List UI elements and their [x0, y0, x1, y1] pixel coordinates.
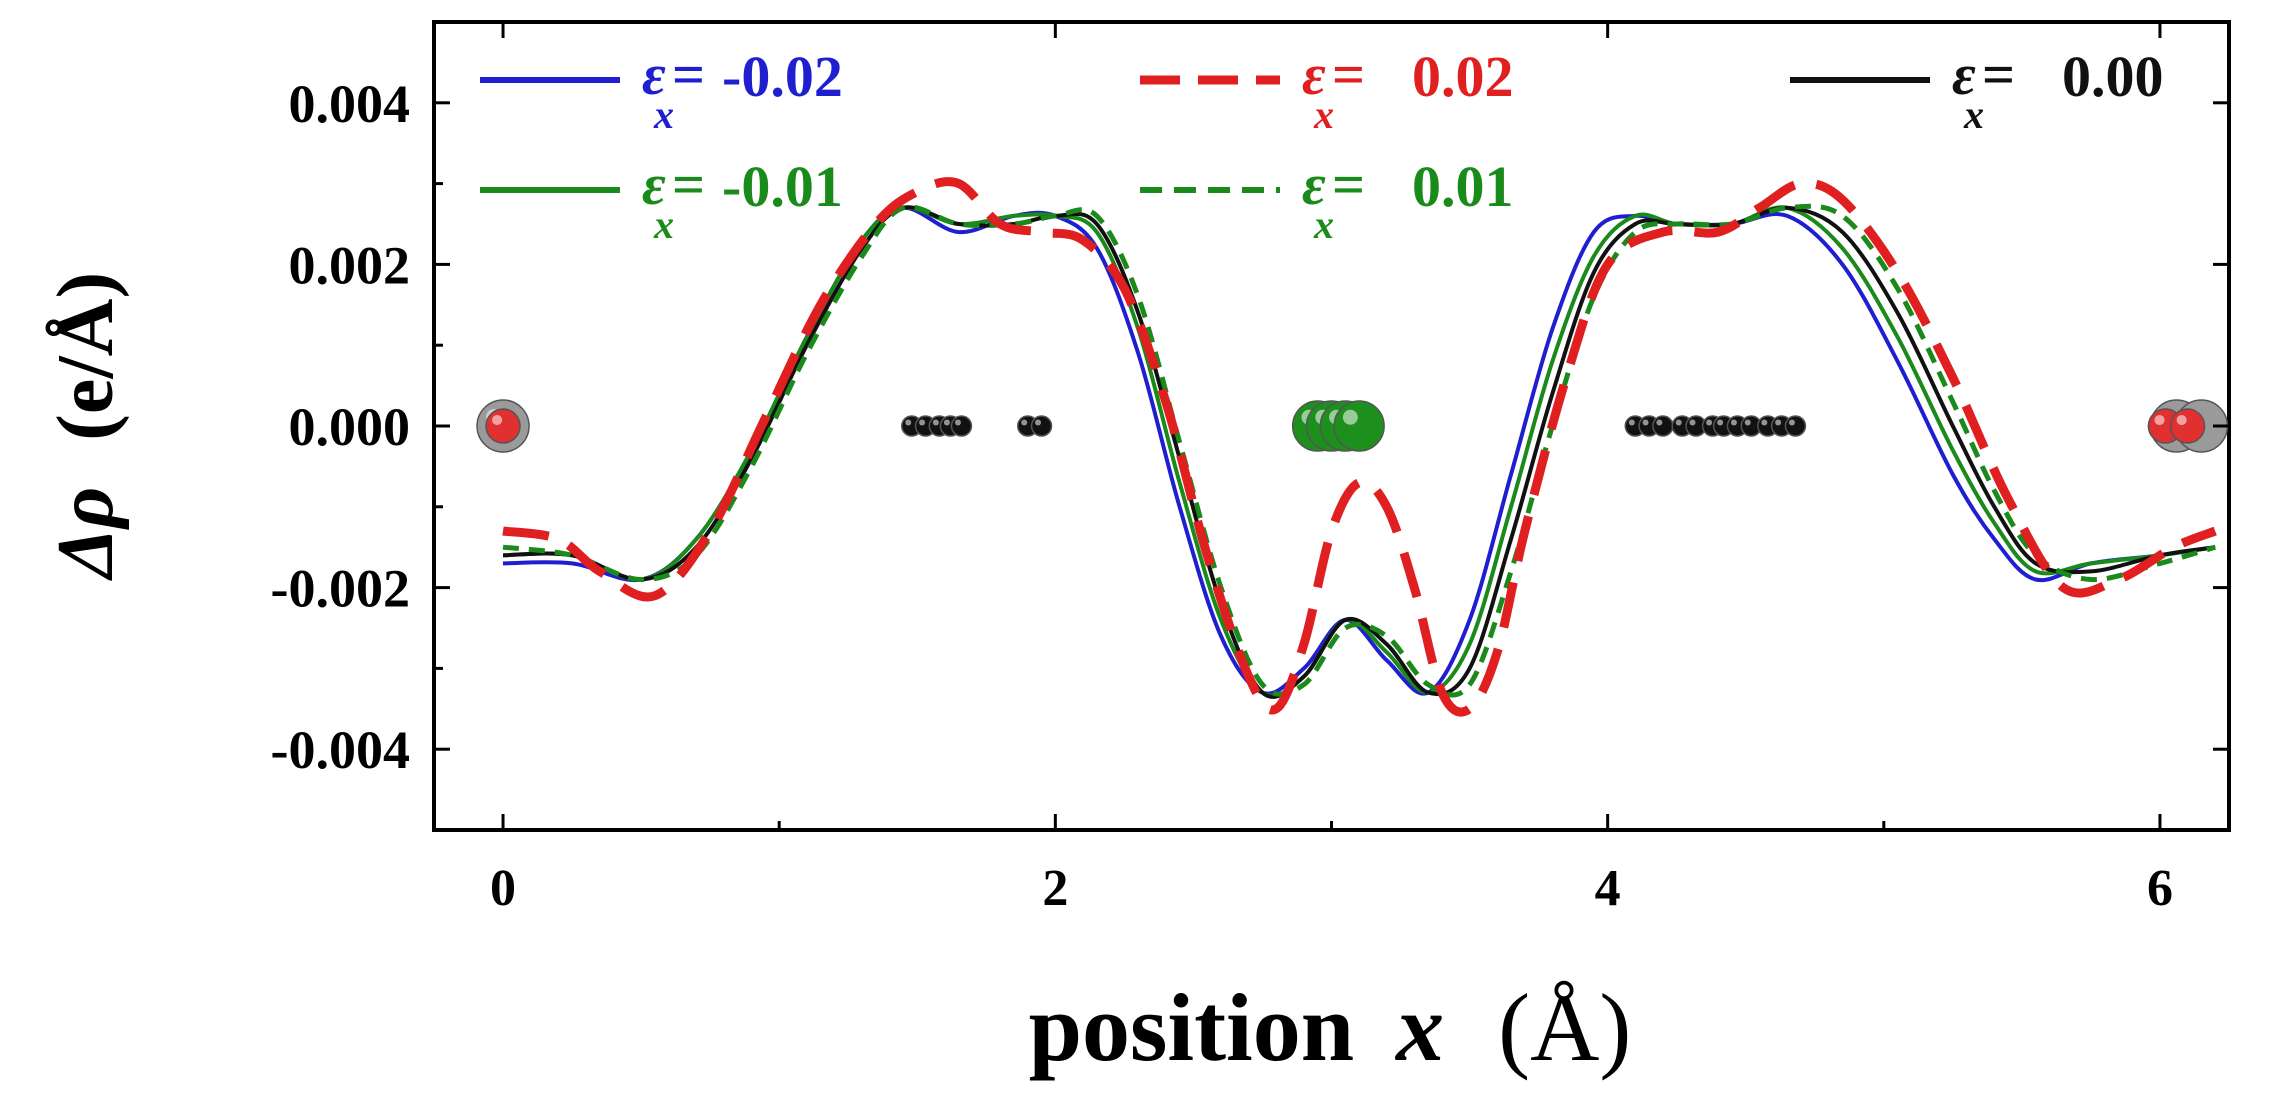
- x-tick-label: 2: [1042, 860, 1068, 917]
- legend-value: -0.02: [722, 44, 843, 109]
- legend-item-4: εx= 0.01: [1140, 152, 1514, 247]
- legend-subscript: x: [1963, 92, 1984, 137]
- x-tick-label: 0: [490, 860, 516, 917]
- y-tick-label: 0.004: [289, 74, 411, 134]
- y-axis-unit: (e/Å): [42, 272, 130, 441]
- series-line-2: [502, 205, 2216, 699]
- legend-symbol: ε: [642, 152, 666, 217]
- legend-item-2: εx= 0.00: [1790, 42, 2164, 137]
- x-tick-label: 6: [2147, 860, 2173, 917]
- legend-subscript: x: [653, 92, 674, 137]
- legend-item-3: εx= -0.01: [480, 152, 843, 247]
- y-axis-symbol: Δρ: [42, 487, 130, 581]
- x-tick-label: 4: [1595, 860, 1621, 917]
- atom-markers: [476, 399, 2229, 453]
- black-atom: [1652, 415, 1674, 437]
- red-atom: [2169, 408, 2206, 444]
- legend-symbol: ε: [1952, 42, 1976, 107]
- legend-value: 0.00: [2062, 44, 2164, 109]
- y-tick-label: -0.002: [271, 559, 410, 619]
- black-atom: [950, 415, 973, 437]
- legend-symbol: ε: [1302, 42, 1326, 107]
- legend-symbol: ε: [1302, 152, 1326, 217]
- x-axis-label: position x (Å): [1029, 974, 1632, 1081]
- x-axis-unit: (Å): [1498, 974, 1631, 1081]
- axis-ticks: 0 2 4 6 0.004 0.002 0.000 -0.002 -0.004: [271, 22, 2229, 917]
- x-axis-variable: x: [1394, 974, 1444, 1081]
- series-line-4: [502, 203, 2216, 698]
- y-tick-label: -0.004: [271, 720, 410, 780]
- series-curves: [502, 177, 2217, 717]
- legend-item-1: εx= 0.02: [1140, 42, 1514, 137]
- legend-value: -0.01: [722, 154, 843, 219]
- legend-equals: =: [1332, 152, 1365, 217]
- legend-equals: =: [1982, 42, 2015, 107]
- legend-value: 0.02: [1412, 44, 1514, 109]
- legend-subscript: x: [1313, 92, 1334, 137]
- green-atom: [1333, 400, 1385, 452]
- y-tick-label: 0.002: [289, 235, 411, 295]
- black-atom: [1030, 415, 1053, 437]
- legend-value: 0.01: [1412, 154, 1514, 219]
- legend-equals: =: [672, 152, 705, 217]
- y-axis-label: Δρ (e/Å): [42, 272, 130, 581]
- legend-item-0: εx= -0.02: [480, 42, 843, 137]
- legend-equals: =: [672, 42, 705, 107]
- legend-equals: =: [1332, 42, 1365, 107]
- legend-subscript: x: [653, 202, 674, 247]
- legend-subscript: x: [1313, 202, 1334, 247]
- series-line-1: [502, 177, 2217, 717]
- black-atom: [1685, 415, 1707, 437]
- x-axis-word: position: [1029, 974, 1354, 1081]
- y-tick-label: 0.000: [289, 397, 411, 457]
- legend-symbol: ε: [642, 42, 666, 107]
- red-atom: [485, 408, 521, 444]
- black-atom: [1784, 415, 1807, 437]
